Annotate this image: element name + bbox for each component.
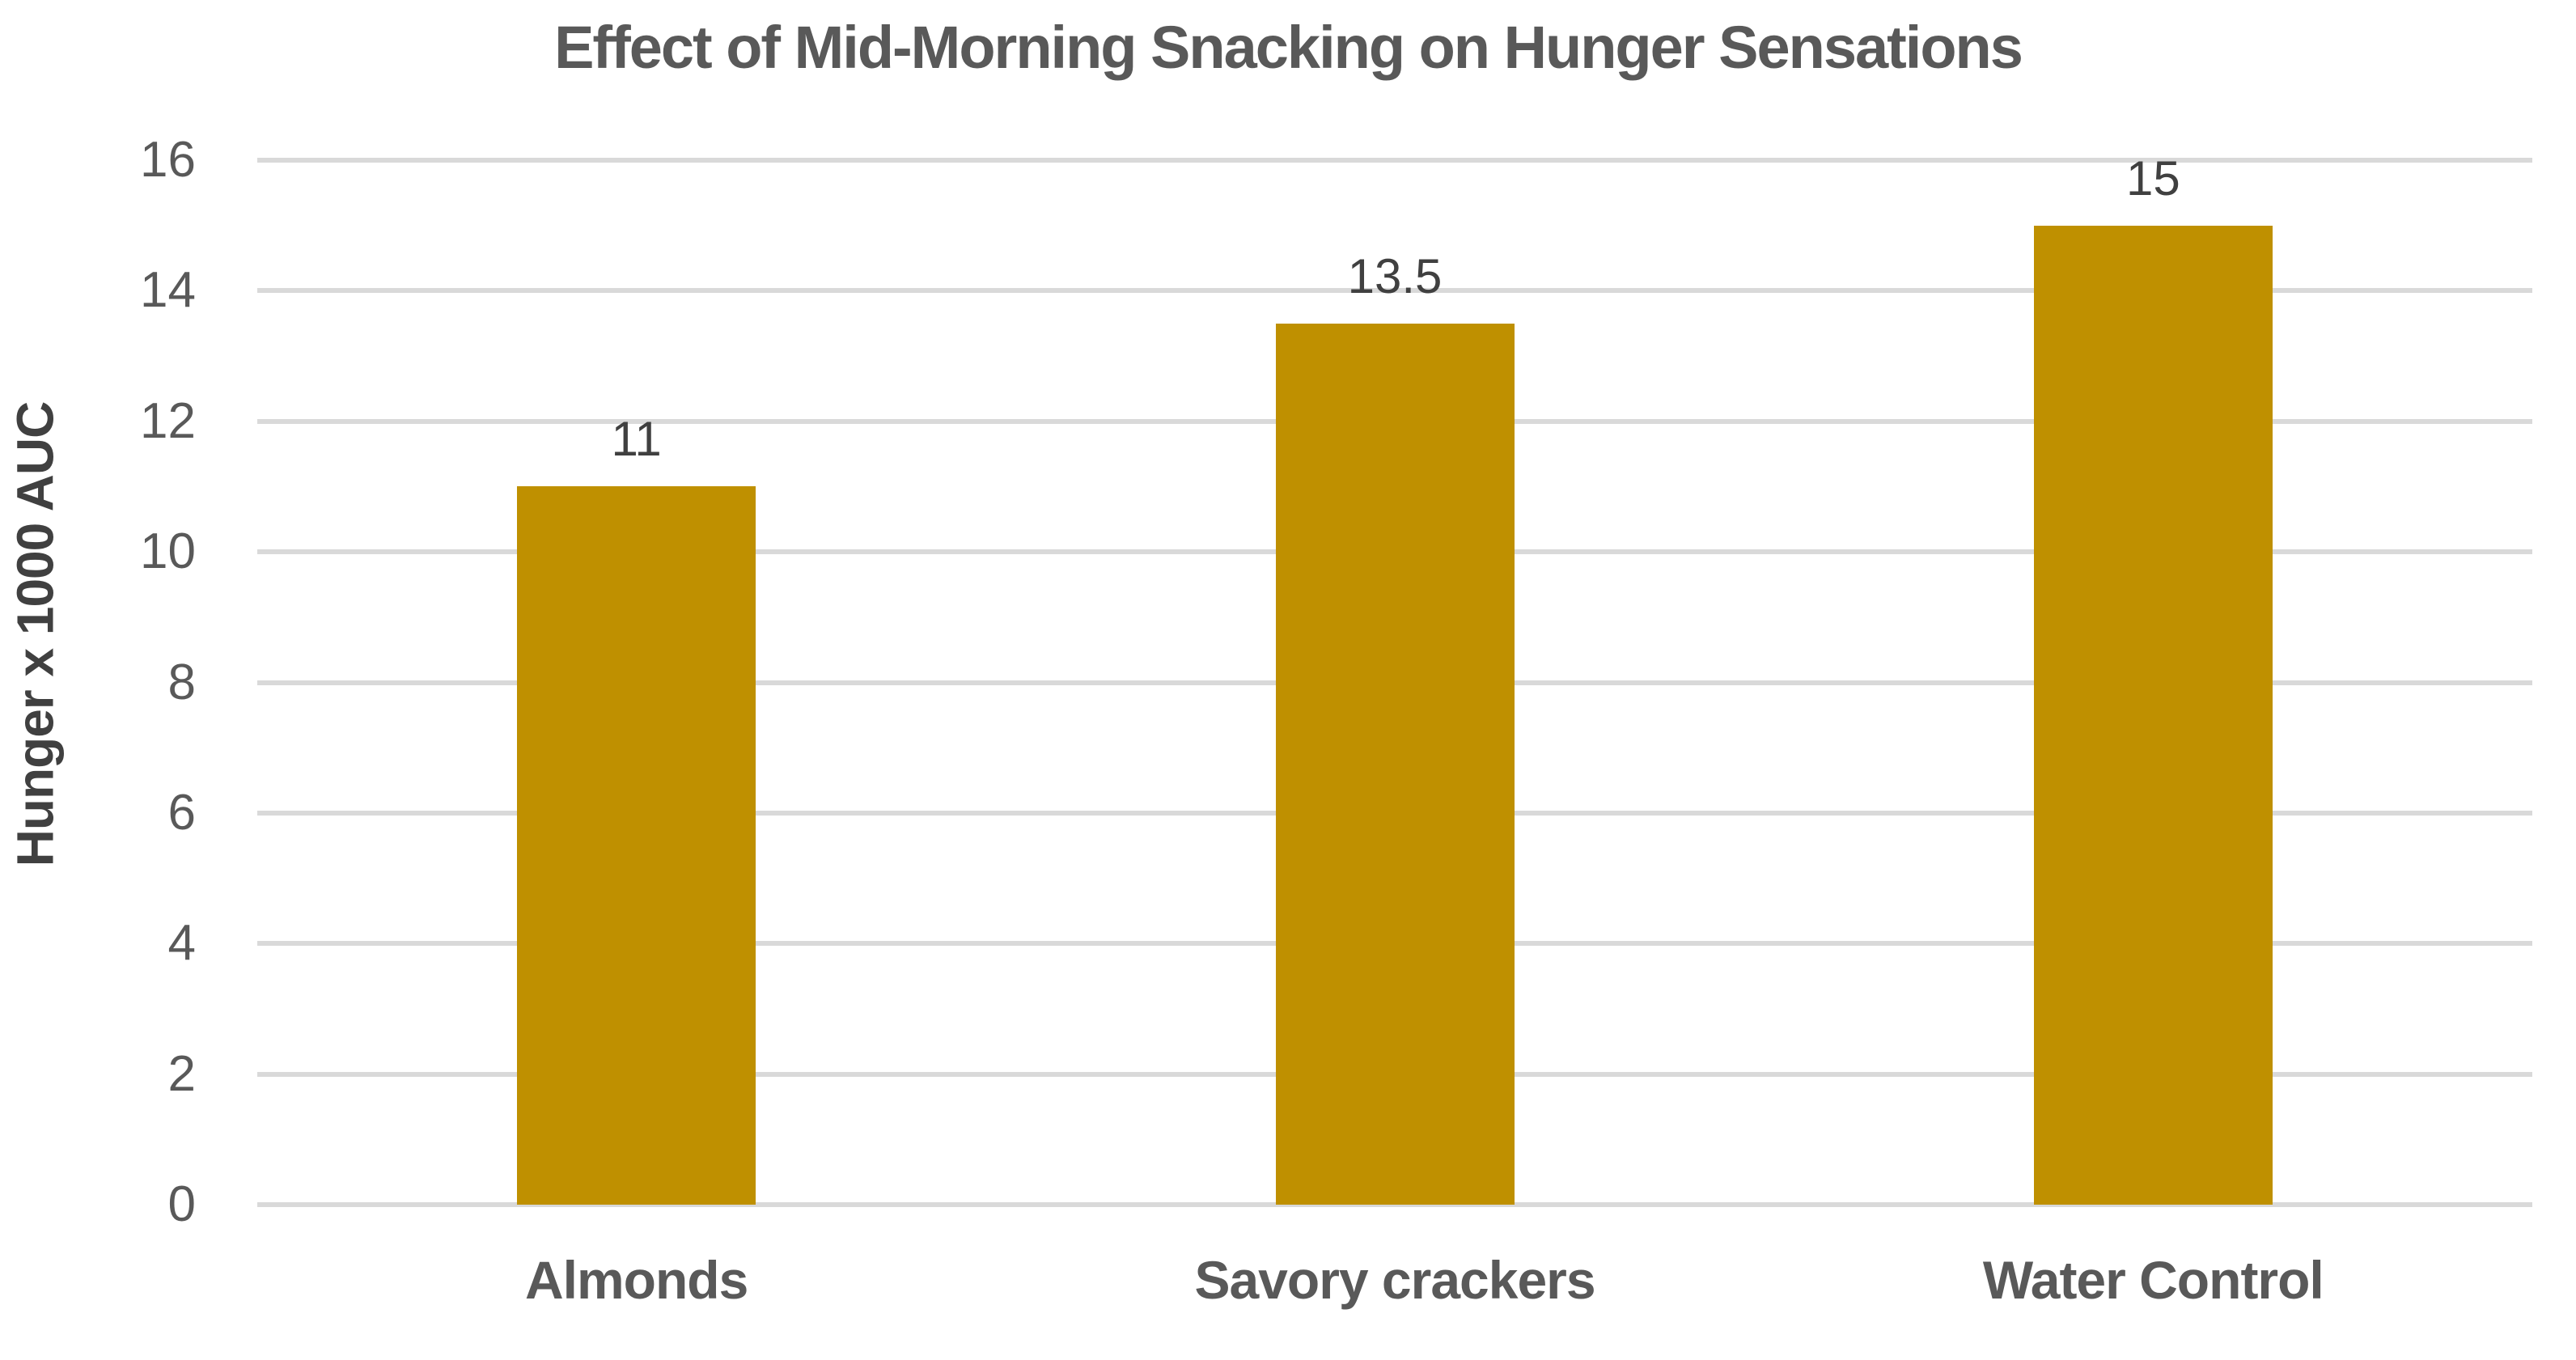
y-tick-label: 10 bbox=[140, 523, 196, 580]
y-tick-label: 4 bbox=[167, 915, 196, 972]
y-tick-label: 2 bbox=[167, 1045, 196, 1102]
bar-value-label: 13.5 bbox=[1347, 248, 1443, 303]
bar-value-label: 11 bbox=[611, 412, 662, 467]
bar-almonds bbox=[517, 486, 756, 1205]
gridline bbox=[257, 158, 2532, 163]
x-category-label: Almonds bbox=[524, 1250, 748, 1310]
bar-water-control bbox=[2033, 225, 2273, 1205]
y-tick-label: 16 bbox=[140, 132, 196, 188]
y-tick-label: 14 bbox=[140, 262, 196, 319]
y-tick-label: 8 bbox=[167, 654, 196, 710]
x-category-label: Water Control bbox=[1982, 1250, 2324, 1310]
y-tick-label: 12 bbox=[140, 392, 196, 449]
plot-area: 11 13.5 15 bbox=[257, 152, 2532, 1207]
x-category-label: Savory crackers bbox=[1194, 1250, 1595, 1310]
y-tick-label: 0 bbox=[167, 1176, 196, 1232]
bar-savory-crackers bbox=[1275, 323, 1515, 1205]
gridline bbox=[257, 288, 2532, 294]
bar-value-label: 15 bbox=[2125, 150, 2180, 205]
y-tick-label: 6 bbox=[167, 784, 196, 841]
gridline bbox=[257, 1202, 2532, 1207]
chart-title: Effect of Mid-Morning Snacking on Hunger… bbox=[554, 14, 2023, 81]
